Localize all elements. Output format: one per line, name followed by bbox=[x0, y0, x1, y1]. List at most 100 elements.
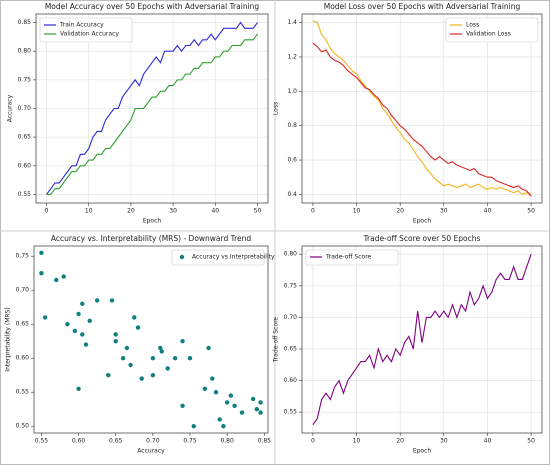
point bbox=[158, 345, 163, 351]
y-tick-label: 0.70 bbox=[18, 105, 32, 112]
point bbox=[258, 410, 263, 415]
point bbox=[191, 424, 196, 429]
x-tick-label: 10 bbox=[85, 208, 93, 215]
point bbox=[250, 396, 256, 402]
y-axis-label: Accuracy bbox=[7, 94, 14, 122]
point bbox=[124, 345, 130, 351]
point bbox=[254, 407, 260, 412]
x-tick-label: 30 bbox=[169, 208, 177, 215]
point bbox=[54, 277, 59, 283]
y-tick-label: 0.55 bbox=[284, 409, 298, 416]
x-tick-label: 40 bbox=[484, 208, 492, 215]
legend-marker bbox=[179, 254, 185, 260]
legend-box bbox=[39, 17, 133, 43]
x-axis-label: Accuracy bbox=[137, 448, 165, 455]
y-axis-label: Interpretability (MRS) bbox=[5, 307, 12, 371]
point bbox=[187, 356, 193, 361]
x-tick-label: 50 bbox=[254, 208, 262, 215]
x-tick-label: 0.80 bbox=[220, 438, 234, 445]
y-tick-label: 0.70 bbox=[16, 287, 30, 294]
chart-title: Accuracy vs. Interpretability (MRS) - Do… bbox=[51, 234, 252, 243]
y-tick-label: 0.6 bbox=[287, 157, 297, 164]
point bbox=[150, 373, 156, 378]
point bbox=[80, 301, 85, 306]
y-tick-label: 0.60 bbox=[16, 355, 30, 362]
x-tick-label: 50 bbox=[527, 208, 535, 215]
y-tick-label: 0.75 bbox=[284, 282, 298, 289]
y-tick-label: 0.70 bbox=[284, 314, 298, 321]
y-tick-label: 0.60 bbox=[284, 377, 298, 384]
point bbox=[224, 400, 230, 405]
y-tick-label: 0.75 bbox=[16, 253, 30, 260]
y-tick-label: 0.65 bbox=[284, 345, 298, 352]
y-tick-label: 1.4 bbox=[287, 19, 297, 26]
point bbox=[76, 311, 81, 317]
legend-label: Train Accuracy bbox=[59, 22, 104, 29]
y-tick-label: 0.8 bbox=[287, 122, 297, 129]
point bbox=[221, 424, 226, 429]
y-tick-label: 0.65 bbox=[18, 134, 32, 141]
line bbox=[312, 254, 532, 426]
legend-label: Trade-off Score bbox=[325, 254, 372, 261]
legend-label: Validation Loss bbox=[466, 31, 511, 38]
plot-frame bbox=[33, 245, 269, 434]
x-tick-label: 0.75 bbox=[183, 438, 197, 445]
y-tick-label: 0.85 bbox=[18, 19, 32, 26]
point bbox=[217, 417, 222, 422]
x-tick-label: 0.60 bbox=[72, 438, 86, 445]
y-tick-label: 0.60 bbox=[18, 162, 32, 169]
point bbox=[132, 315, 137, 320]
point bbox=[210, 376, 215, 381]
legend-box bbox=[171, 249, 265, 266]
point bbox=[159, 349, 164, 354]
x-tick-label: 50 bbox=[527, 438, 535, 445]
x-tick-label: 20 bbox=[127, 208, 135, 215]
x-axis-label: Epoch bbox=[143, 218, 162, 225]
point bbox=[150, 356, 156, 361]
point bbox=[113, 339, 118, 344]
y-axis-label: Loss bbox=[273, 102, 280, 115]
point bbox=[258, 400, 263, 405]
chart-title: Model Accuracy over 50 Epochs with Adver… bbox=[45, 2, 260, 11]
x-axis-label: Epoch bbox=[413, 218, 432, 225]
y-tick-label: 0.75 bbox=[18, 76, 32, 83]
line bbox=[46, 21, 258, 195]
x-tick-label: 0 bbox=[311, 438, 315, 445]
x-axis-label: Epoch bbox=[413, 448, 432, 455]
point bbox=[139, 376, 144, 381]
plot-frame bbox=[301, 13, 543, 204]
y-axis-label: Trade-off Score bbox=[273, 317, 280, 364]
legend-box bbox=[445, 17, 539, 43]
point bbox=[61, 274, 66, 279]
plot-frame bbox=[35, 13, 269, 204]
point bbox=[65, 322, 70, 327]
point bbox=[165, 366, 170, 371]
x-tick-label: 0 bbox=[45, 208, 49, 215]
legend-label: Loss bbox=[466, 22, 479, 29]
chart-title: Model Loss over 50 Epochs with Adversari… bbox=[324, 2, 521, 11]
x-tick-label: 40 bbox=[484, 438, 492, 445]
point bbox=[39, 250, 44, 255]
y-tick-label: 0.80 bbox=[18, 48, 32, 55]
chart-title: Trade-off Score over 50 Epochs bbox=[363, 234, 481, 243]
x-tick-label: 0.55 bbox=[35, 438, 49, 445]
x-tick-label: 20 bbox=[396, 208, 404, 215]
y-tick-label: 0.55 bbox=[16, 389, 30, 396]
point bbox=[113, 332, 118, 337]
point bbox=[213, 390, 219, 395]
line bbox=[46, 33, 258, 195]
point bbox=[87, 318, 92, 323]
point bbox=[39, 271, 44, 276]
y-tick-label: 1.2 bbox=[287, 53, 297, 60]
y-tick-label: 1.0 bbox=[287, 88, 297, 95]
x-tick-label: 20 bbox=[396, 438, 404, 445]
point bbox=[180, 403, 185, 408]
x-tick-label: 10 bbox=[353, 208, 361, 215]
point bbox=[180, 339, 185, 344]
y-tick-label: 0.65 bbox=[16, 321, 30, 328]
point bbox=[76, 386, 81, 391]
point bbox=[109, 298, 115, 303]
point bbox=[83, 342, 89, 347]
point bbox=[80, 332, 85, 337]
